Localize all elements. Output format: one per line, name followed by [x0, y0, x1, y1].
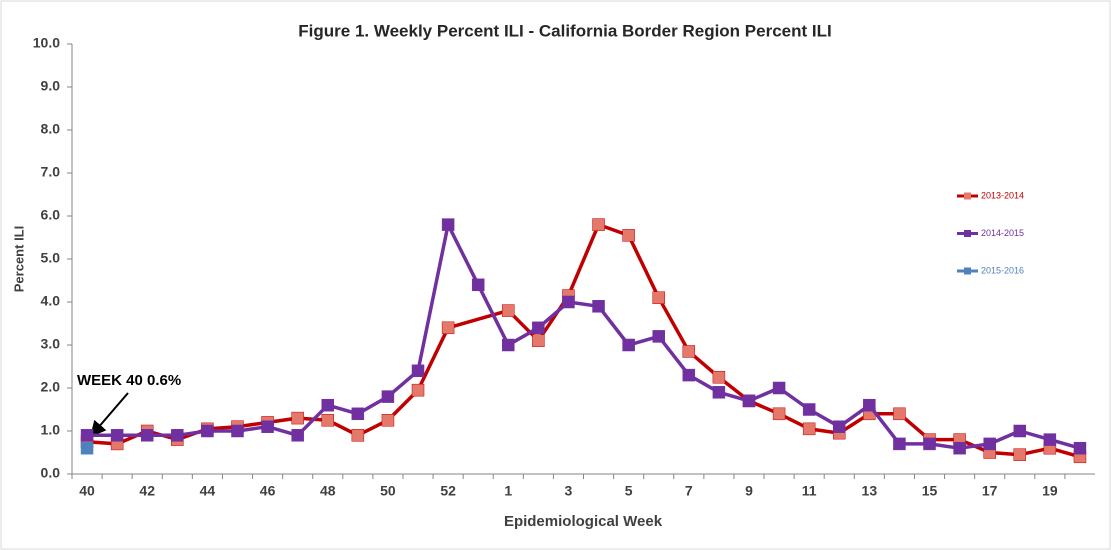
y-tick-label: 0.0 — [41, 465, 61, 481]
x-tick-label: 46 — [260, 483, 276, 499]
x-tick-label: 3 — [565, 483, 573, 499]
data-point — [742, 394, 756, 408]
legend-marker — [964, 192, 971, 200]
y-tick-label: 3.0 — [41, 336, 61, 352]
data-point — [351, 429, 365, 442]
data-point — [622, 338, 635, 352]
x-tick-label: 48 — [320, 483, 336, 499]
x-axis-title: Epidemiological Week — [504, 513, 663, 530]
data-point — [1043, 433, 1057, 446]
legend-label: 2015-2016 — [981, 265, 1024, 275]
data-point — [833, 420, 846, 433]
y-tick-label: 5.0 — [41, 250, 61, 266]
data-point — [562, 295, 575, 309]
data-point — [411, 383, 425, 397]
data-point — [983, 437, 996, 451]
data-point — [772, 381, 786, 395]
x-tick-label: 42 — [139, 483, 155, 499]
data-point — [441, 321, 455, 335]
data-point — [592, 300, 605, 313]
y-tick-label: 6.0 — [41, 207, 61, 223]
chart-title: Figure 1. Weekly Percent ILI - Californi… — [298, 21, 831, 40]
x-tick-label: 50 — [380, 483, 396, 499]
data-point — [682, 368, 696, 382]
x-tick-label: 11 — [802, 483, 817, 499]
data-point — [652, 291, 665, 304]
y-axis-title: Percent ILI — [11, 226, 26, 292]
data-point — [381, 414, 395, 427]
x-tick-label: 9 — [745, 483, 753, 499]
data-point — [893, 437, 906, 451]
data-point — [532, 321, 545, 335]
annotation: WEEK 40 0.6% — [77, 372, 181, 389]
legend-label: 2013-2014 — [981, 190, 1024, 200]
data-point — [652, 330, 665, 343]
data-point — [291, 429, 304, 442]
data-point — [1073, 441, 1087, 455]
data-point — [502, 338, 515, 352]
data-point — [772, 407, 786, 421]
data-point — [802, 403, 816, 416]
x-tick-label: 44 — [200, 483, 216, 499]
data-point — [592, 218, 605, 231]
data-point — [1013, 448, 1027, 461]
data-point — [682, 345, 696, 358]
y-tick-label: 2.0 — [41, 379, 61, 395]
y-tick-label: 1.0 — [41, 422, 61, 438]
x-tick-label: 1 — [504, 483, 512, 499]
data-point — [441, 218, 455, 231]
legend-marker — [964, 230, 971, 237]
legend-marker — [964, 267, 971, 275]
data-point — [351, 407, 365, 421]
data-point — [953, 441, 966, 455]
x-tick-label: 7 — [685, 483, 693, 499]
y-tick-label: 4.0 — [41, 293, 61, 309]
x-tick-label: 19 — [1042, 483, 1058, 499]
data-point — [291, 411, 304, 425]
data-point — [532, 334, 545, 347]
data-point — [893, 407, 906, 421]
x-tick-label: 15 — [922, 483, 938, 499]
x-tick-label: 13 — [862, 483, 878, 499]
data-point — [261, 420, 274, 433]
data-point — [863, 398, 876, 412]
data-point — [802, 422, 816, 436]
data-point — [231, 424, 244, 438]
y-tick-label: 8.0 — [41, 121, 61, 137]
x-tick-label: 52 — [440, 483, 456, 499]
data-point — [712, 371, 726, 384]
data-point — [502, 304, 515, 317]
data-point — [923, 437, 936, 451]
y-tick-label: 10.0 — [33, 35, 60, 51]
data-point — [712, 386, 726, 399]
y-tick-label: 9.0 — [41, 78, 61, 94]
y-tick-label: 7.0 — [41, 164, 61, 180]
series-line — [87, 222, 1081, 450]
data-point — [110, 429, 124, 442]
data-point — [80, 441, 94, 455]
annotation-arrow — [89, 392, 129, 438]
data-point — [321, 398, 334, 412]
data-point — [321, 414, 334, 427]
x-tick-label: 40 — [79, 483, 95, 499]
x-tick-label: 5 — [625, 483, 633, 499]
data-point — [80, 429, 94, 442]
data-point — [201, 424, 214, 438]
data-point — [171, 429, 184, 442]
legend-label: 2014-2015 — [981, 228, 1024, 238]
data-point — [1013, 424, 1027, 438]
data-point — [381, 390, 395, 403]
data-point — [411, 364, 425, 378]
data-point — [140, 429, 154, 442]
data-point — [622, 229, 635, 242]
x-tick-label: 17 — [982, 483, 998, 499]
data-point — [471, 278, 485, 292]
